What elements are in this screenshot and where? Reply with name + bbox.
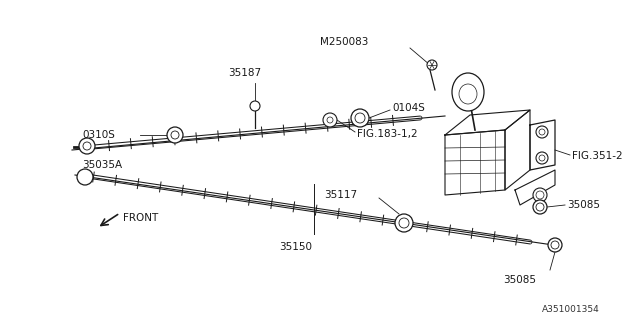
Ellipse shape <box>459 84 477 104</box>
Circle shape <box>395 214 413 232</box>
Text: 35085: 35085 <box>567 200 600 210</box>
Circle shape <box>351 109 369 127</box>
Text: 35150: 35150 <box>280 242 312 252</box>
Polygon shape <box>445 110 530 135</box>
Circle shape <box>83 142 91 150</box>
Text: FIG.183-1,2: FIG.183-1,2 <box>357 129 418 139</box>
Text: FIG.351-2: FIG.351-2 <box>572 151 623 161</box>
Circle shape <box>536 191 544 199</box>
Text: 0104S: 0104S <box>392 103 425 113</box>
Circle shape <box>533 200 547 214</box>
Text: FRONT: FRONT <box>123 213 158 223</box>
Text: M250083: M250083 <box>320 37 369 47</box>
Circle shape <box>427 60 437 70</box>
Circle shape <box>536 203 544 211</box>
Polygon shape <box>505 110 530 190</box>
Text: 35187: 35187 <box>228 68 262 78</box>
Circle shape <box>536 126 548 138</box>
Text: A351001354: A351001354 <box>542 306 600 315</box>
Circle shape <box>548 238 562 252</box>
Circle shape <box>551 241 559 249</box>
Circle shape <box>399 218 409 228</box>
Text: 35035A: 35035A <box>82 160 122 170</box>
Text: 35085: 35085 <box>504 275 536 285</box>
Ellipse shape <box>452 73 484 111</box>
Circle shape <box>77 169 93 185</box>
Polygon shape <box>530 120 555 170</box>
Text: 35117: 35117 <box>324 190 357 200</box>
Polygon shape <box>445 130 505 195</box>
Circle shape <box>167 127 183 143</box>
Circle shape <box>250 101 260 111</box>
Circle shape <box>539 155 545 161</box>
Text: 0310S: 0310S <box>82 130 115 140</box>
Circle shape <box>79 138 95 154</box>
Circle shape <box>323 113 337 127</box>
Circle shape <box>355 113 365 123</box>
Polygon shape <box>515 170 555 205</box>
Circle shape <box>533 188 547 202</box>
Circle shape <box>536 152 548 164</box>
Circle shape <box>539 129 545 135</box>
Circle shape <box>171 131 179 139</box>
Circle shape <box>327 117 333 123</box>
